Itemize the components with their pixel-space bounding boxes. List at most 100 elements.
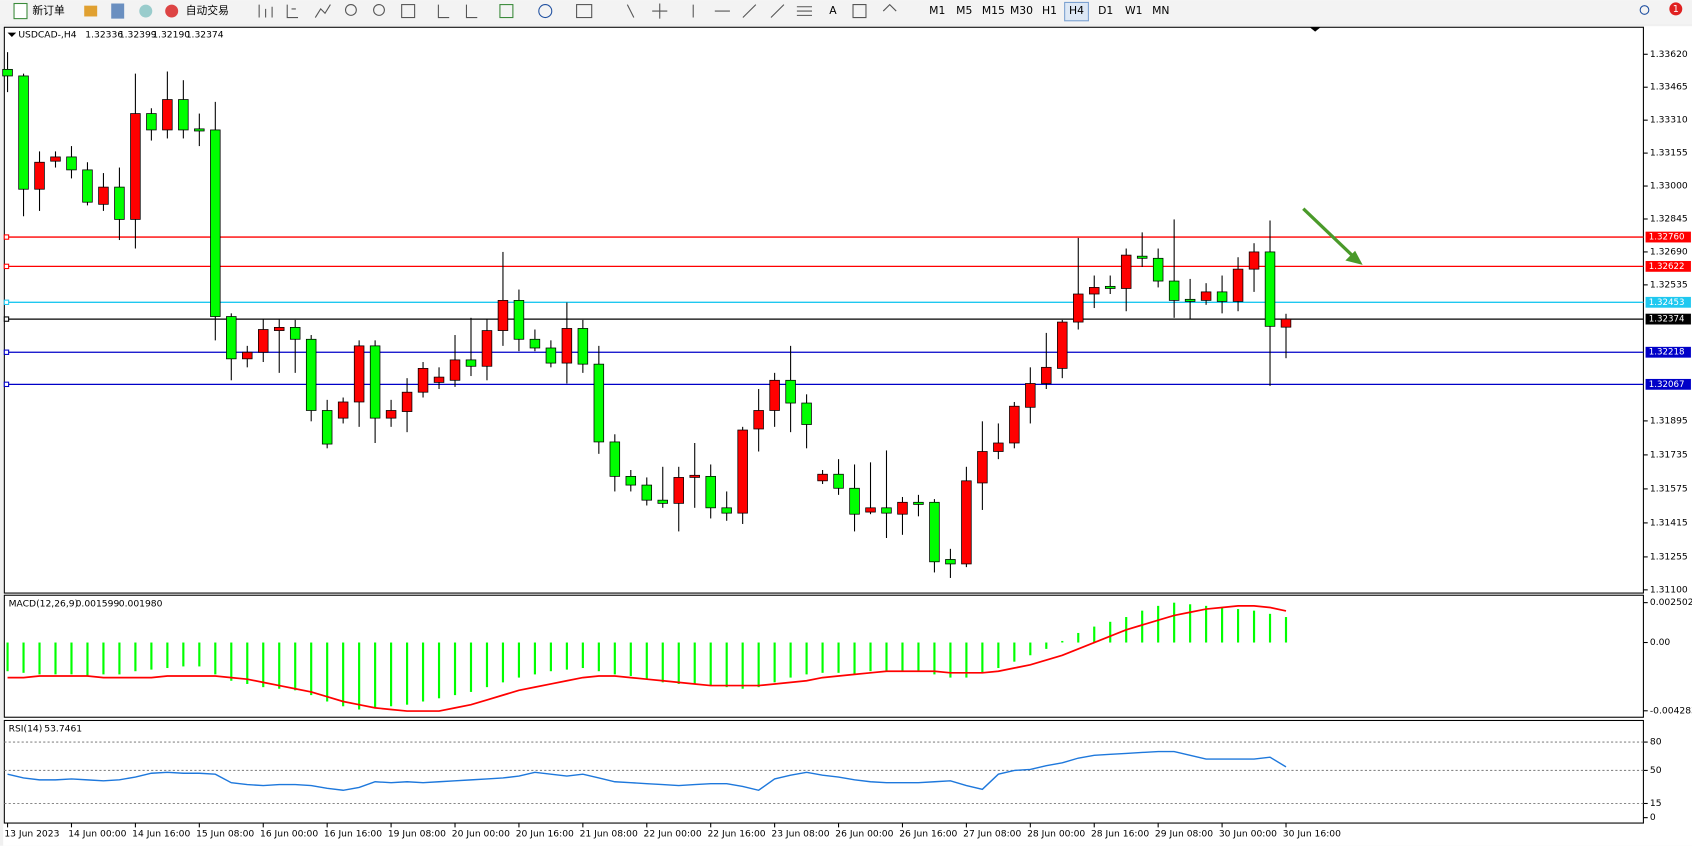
symbol: USDCAD-,H4 (18, 29, 76, 40)
candle-body (865, 507, 876, 513)
new-order-button[interactable]: 新订单 (32, 4, 65, 17)
icon[interactable] (258, 4, 273, 18)
ohlc-readout: 1.32336 (85, 29, 123, 40)
candle-body (529, 338, 541, 349)
y-tick-label: 1.31100 (1650, 584, 1688, 595)
x-tick-label: 29 Jun 08:00 (1155, 828, 1213, 839)
ohlc-readout: 1.32190 (152, 29, 190, 40)
icon[interactable] (499, 4, 514, 19)
candle-body (961, 480, 972, 565)
candle-body (1216, 291, 1228, 302)
arrow-shaft (1302, 207, 1353, 257)
y-tick-label: 15 (1650, 798, 1662, 809)
level-label: 1.32067 (1649, 380, 1685, 390)
ohlc-readout: 1.32374 (186, 29, 224, 40)
timeframe-button[interactable]: M30 (1010, 4, 1033, 17)
timeframe-button[interactable]: D1 (1098, 4, 1113, 17)
icon[interactable] (576, 4, 593, 19)
icon[interactable] (401, 4, 416, 19)
new-order-icon[interactable] (13, 2, 28, 20)
x-tick-label: 26 Jun 16:00 (899, 828, 957, 839)
icon[interactable] (626, 3, 897, 19)
timeframe-button[interactable]: M5 (956, 4, 972, 17)
candle-body (449, 359, 461, 381)
y-tick-label: 1.31255 (1650, 551, 1688, 562)
candle-body (993, 442, 1004, 452)
icon[interactable] (538, 4, 553, 19)
y-tick-label: 1.33155 (1650, 148, 1688, 159)
level-tag (1645, 313, 1691, 325)
candle-body (945, 559, 956, 565)
icon[interactable] (111, 3, 125, 19)
x-tick-label: 22 Jun 16:00 (707, 828, 765, 839)
candle-body (897, 501, 908, 515)
level-tag (1645, 260, 1691, 272)
auto-trading-icon[interactable] (165, 4, 179, 18)
icon[interactable] (314, 4, 331, 18)
candle-body (465, 359, 477, 367)
timeframe-button[interactable]: M15 (982, 4, 1005, 17)
indicator-readout: 53.7461 (44, 724, 82, 735)
icon[interactable] (437, 4, 478, 19)
auto-trading-button[interactable]: 自动交易 (186, 4, 229, 17)
candle-body (2, 68, 13, 77)
level-label: 1.32374 (1649, 315, 1685, 325)
timeframe-button[interactable]: H4 (1069, 4, 1084, 17)
x-tick-label: 14 Jun 00:00 (68, 828, 126, 839)
candle-body (929, 501, 940, 563)
timeframe-button[interactable]: M1 (929, 4, 945, 17)
candle-body (34, 161, 45, 190)
candle-body (66, 156, 77, 171)
notification-badge[interactable] (1669, 2, 1683, 16)
icon[interactable] (286, 4, 299, 19)
y-tick-label: 1.31415 (1650, 517, 1688, 528)
timeframe-button[interactable]: MN (1152, 4, 1169, 17)
candle-body (417, 368, 429, 393)
candle-body (1104, 285, 1116, 289)
candle-body (769, 379, 780, 411)
y-tick-label: 1.33310 (1650, 115, 1688, 126)
icon[interactable] (344, 4, 357, 16)
candle-body (353, 345, 365, 403)
candle-body (977, 451, 988, 484)
x-tick-label: 15 Jun 08:00 (196, 828, 254, 839)
candle-body (1264, 251, 1276, 327)
search-icon[interactable] (1639, 5, 1650, 15)
x-tick-label: 20 Jun 16:00 (516, 828, 574, 839)
icon[interactable] (373, 4, 385, 16)
candle-body (1057, 321, 1068, 369)
candle-body (1248, 251, 1260, 270)
icon[interactable] (84, 5, 98, 17)
tool-icons[interactable] (258, 3, 897, 19)
candle-body (881, 507, 892, 514)
level-marker (3, 349, 10, 355)
candle-body (82, 169, 93, 203)
x-tick-label: 16 Jun 00:00 (260, 828, 318, 839)
x-tick-label: 16 Jun 16:00 (324, 828, 382, 839)
candle-body (561, 328, 573, 364)
candle-body (1168, 280, 1180, 301)
timeframe-button[interactable]: W1 (1125, 4, 1143, 17)
candle-body (657, 499, 668, 504)
y-tick-label: 1.33000 (1650, 181, 1688, 192)
candle-body (497, 300, 509, 331)
candle-body (337, 401, 349, 419)
candle-body (913, 501, 924, 505)
candle-body (673, 477, 684, 504)
y-tick-label: 1.32690 (1650, 246, 1688, 257)
candle-body (242, 351, 253, 360)
candle-body (737, 429, 748, 514)
candle-body (18, 75, 29, 190)
candle-body (817, 473, 828, 482)
candle-body (210, 129, 221, 317)
x-tick-label: 14 Jun 16:00 (132, 828, 190, 839)
rsi-line (7, 750, 1287, 792)
y-tick-label: 50 (1650, 765, 1662, 776)
x-tick-label: 28 Jun 16:00 (1091, 828, 1149, 839)
timeframe-button[interactable]: H1 (1042, 4, 1057, 17)
text-tool[interactable]: A (829, 4, 837, 17)
toolbar: 新订单 自动交易 A M1 M5 M15 M30 H1 H4 D1 W1 MN 1 (0, 0, 1692, 25)
icon[interactable] (139, 4, 153, 18)
candle-body (162, 99, 173, 131)
